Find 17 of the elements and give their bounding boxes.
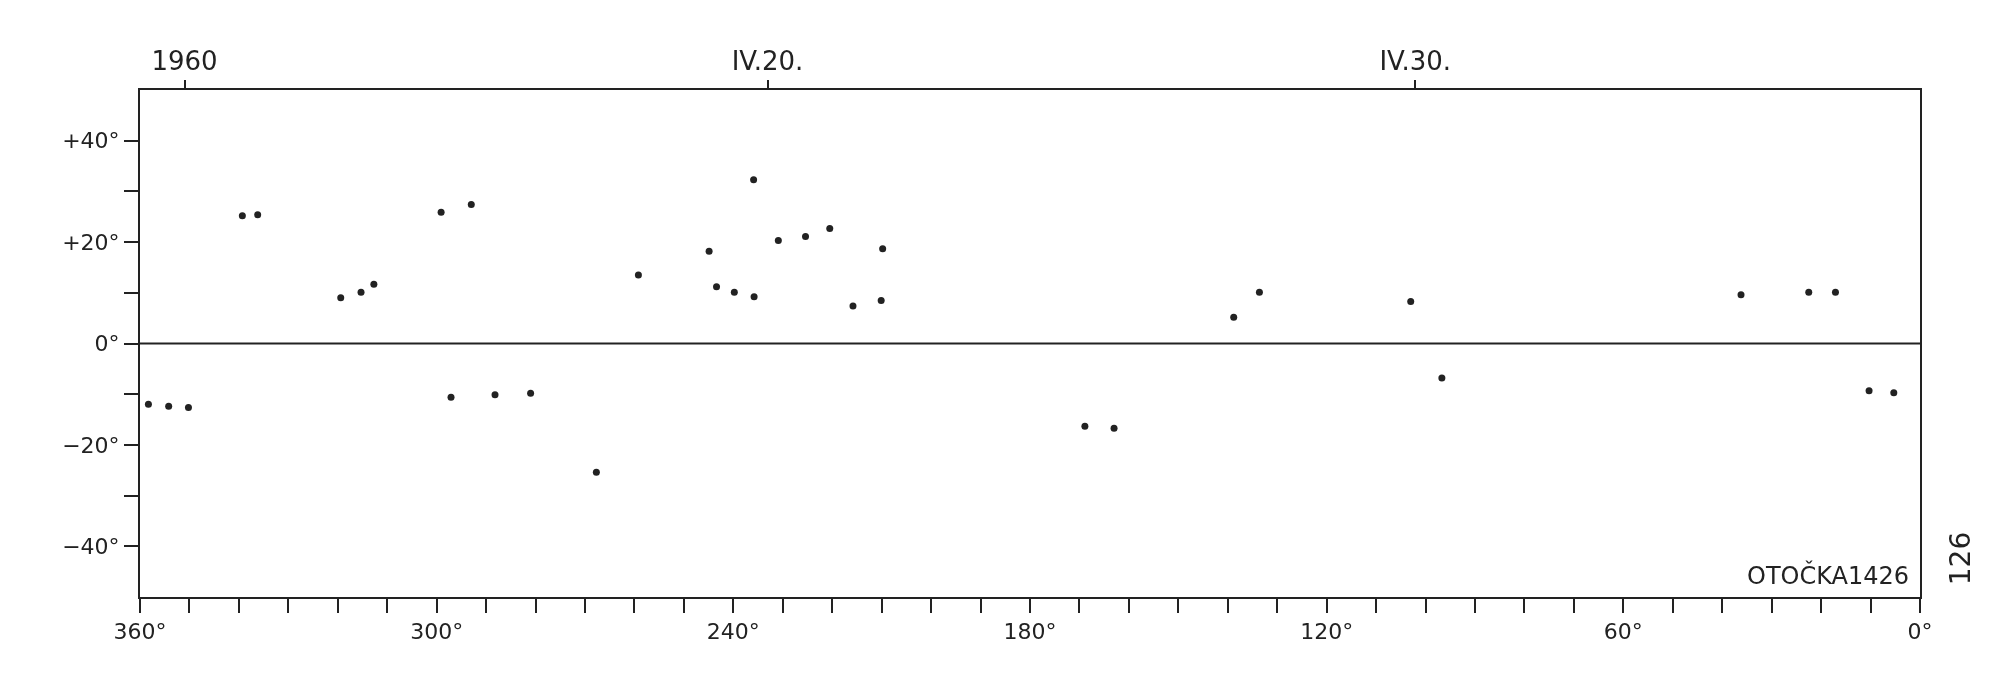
y-tick-label: +20°: [62, 229, 120, 255]
x-tick-label: 0°: [1907, 619, 1933, 645]
x-tick-label: 120°: [1300, 619, 1354, 645]
x-tick-label: 60°: [1603, 619, 1643, 645]
y-tick-label: −40°: [62, 534, 120, 559]
y-tick-label: +40°: [62, 128, 120, 154]
x-tick-label: 360°: [113, 619, 167, 645]
y-tick-label: −20°: [62, 432, 120, 458]
x2-tick-label: IV.30.: [1379, 45, 1452, 76]
text: 126: [1943, 531, 1977, 586]
x-tick-label: 300°: [410, 619, 464, 645]
annotation: OTOČKA1426: [1747, 560, 1910, 590]
y-tick-label: 0°: [94, 331, 120, 357]
x-tick-label: 240°: [706, 619, 760, 645]
x2-tick-label: IV.20.: [731, 45, 804, 76]
x2-tick-label: 1960: [151, 45, 218, 76]
x-tick-label: 180°: [1003, 619, 1057, 645]
